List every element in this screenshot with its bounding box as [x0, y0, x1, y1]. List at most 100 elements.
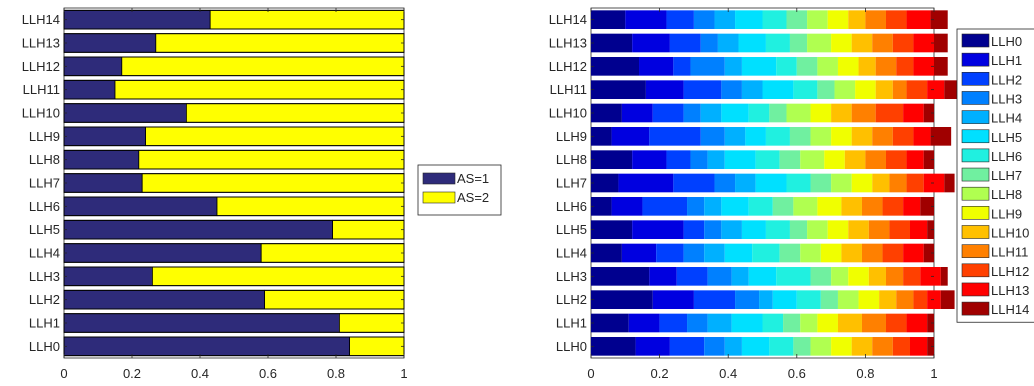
bar-segment-llh11-series-3: [683, 80, 722, 99]
bar-segment-llh12-series-10: [837, 57, 859, 76]
bar-segment-llh9-series-2: [611, 127, 650, 146]
bar-segment-llh8-series-6: [724, 150, 756, 169]
y-tick-label: LLH4: [29, 246, 60, 261]
x-tick-label: 0: [60, 366, 67, 381]
bar-segment-llh10-series-14: [903, 103, 924, 123]
bar-segment-llh10-series-13: [875, 103, 904, 123]
x-tick-label: 0.2: [123, 366, 141, 381]
bar-segment-llh0-series-12: [872, 337, 893, 356]
bar-segment-llh7-series-15: [944, 173, 955, 193]
legend-label: LLH14: [991, 302, 1029, 317]
bar-segment-llh2-series-12: [896, 290, 914, 309]
bar-segment-llh12-series-2: [639, 57, 674, 76]
bar-segment-llh2-series-2: [652, 290, 694, 309]
bar-segment-llh11-series-7: [793, 80, 818, 99]
bar-segment-llh14-series-2: [625, 10, 667, 30]
legend-label: LLH11: [991, 245, 1028, 260]
bar-segment-llh1-series-15: [927, 313, 934, 333]
bar-segment-llh6-series-12: [861, 197, 883, 216]
y-tick-label: LLH11: [550, 82, 587, 97]
bar-segment-llh9-series-14: [913, 127, 931, 146]
bar-segment-llh11-series-1: [63, 79, 116, 100]
bar-segment-llh0-series-7: [769, 337, 794, 356]
y-tick-label: LLH13: [549, 36, 587, 51]
bar-segment-llh2-series-2: [264, 289, 405, 310]
legend-label: LLH9: [991, 206, 1022, 221]
y-tick-label: LLH6: [556, 199, 587, 214]
bar-segment-llh6-series-11: [841, 197, 862, 216]
right-stacked-bar-chart: LLH0 LLH1 LLH2 LLH3 LLH4 LLH5 LLH6 LLH7 LLH8 LLH9…: [549, 7, 1034, 381]
y-tick-label: LLH5: [29, 222, 60, 237]
left-stacked-bar-chart: LLH0 LLH1 LLH2 LLH3 LLH4 LLH5 LLH6 LLH7 LLH8 LLH9…: [22, 7, 502, 381]
bar-segment-llh3-series-9: [831, 267, 849, 286]
bar-segment-llh9-series-10: [831, 127, 852, 146]
bar-segment-llh11-series-6: [762, 80, 794, 99]
bar-segment-llh11-series-5: [741, 80, 763, 99]
bar-segment-llh2-series-7: [796, 290, 821, 309]
x-tick-label: 0.6: [788, 366, 806, 381]
bar-segment-llh6-series-8: [772, 197, 794, 216]
bar-segment-llh8-series-7: [755, 150, 780, 169]
bar-segment-llh2-series-3: [693, 290, 736, 309]
y-tick-label: LLH3: [556, 269, 587, 284]
bar-segment-llh14-series-6: [735, 10, 763, 30]
legend-swatch: [961, 33, 990, 48]
bar-segment-llh13-series-13: [892, 33, 914, 53]
legend-label: AS=2: [457, 190, 489, 205]
bar-segment-llh10-series-4: [683, 103, 701, 123]
bar-segment-llh8-series-9: [800, 150, 825, 169]
bar-segment-llh7-series-9: [831, 173, 852, 193]
bar-segment-llh2-series-15: [940, 290, 955, 309]
bar-segment-llh7-series-5: [735, 173, 756, 193]
bar-segment-llh7-series-6: [755, 173, 787, 193]
bar-segment-llh6-series-10: [817, 197, 842, 216]
y-tick-label: LLH12: [549, 59, 587, 74]
bar-segment-llh5-series-10: [827, 220, 849, 239]
bar-segment-llh10-series-3: [652, 103, 684, 123]
bar-segment-llh4-series-5: [704, 243, 725, 263]
bar-segment-llh10-series-5: [700, 103, 722, 123]
bar-segment-llh5-series-1: [63, 219, 334, 240]
bar-segment-llh9-series-7: [765, 127, 790, 146]
bar-segment-llh9-series-15: [930, 127, 952, 146]
bar-segment-llh6-series-6: [721, 197, 749, 216]
bar-segment-llh13-series-12: [872, 33, 893, 53]
bar-segment-llh10-series-11: [831, 103, 852, 123]
legend-swatch: [961, 186, 990, 201]
bar-segment-llh14-series-12: [865, 10, 886, 30]
bar-segment-llh11-series-14: [927, 80, 945, 99]
bar-segment-llh7-series-11: [872, 173, 890, 193]
bar-segment-llh9-series-5: [724, 127, 746, 146]
bar-segment-llh6-series-9: [793, 197, 818, 216]
bar-segment-llh12-series-4: [690, 57, 725, 76]
bar-segment-llh0-series-9: [810, 337, 832, 356]
bar-segment-llh1-series-13: [885, 313, 907, 333]
bar-segment-llh5-series-9: [807, 220, 828, 239]
bar-segment-llh3-series-2: [151, 266, 405, 287]
bar-segment-llh2-series-4: [735, 290, 760, 309]
y-tick-label: LLH10: [549, 106, 587, 121]
bar-segment-llh4-series-2: [621, 243, 657, 263]
bar-segment-llh11-series-2: [645, 80, 684, 99]
bar-segment-llh2-series-1: [591, 290, 653, 309]
bar-segment-llh6-series-1: [591, 197, 612, 216]
bar-segment-llh4-series-4: [683, 243, 705, 263]
bar-segment-llh11-series-8: [817, 80, 835, 99]
bar-segment-llh10-series-6: [721, 103, 749, 123]
bar-segment-llh2-series-13: [913, 290, 928, 309]
bar-segment-llh1-series-7: [762, 313, 784, 333]
bar-segment-llh1-series-1: [63, 313, 340, 333]
bar-segment-llh4-series-11: [841, 243, 862, 263]
bar-segment-llh0-series-1: [63, 336, 351, 357]
bar-segment-llh4-series-1: [63, 243, 262, 263]
x-tick-label: 0.4: [191, 366, 209, 381]
legend-swatch: [961, 167, 990, 182]
bar-segment-llh13-series-2: [155, 33, 405, 53]
bar-segment-llh3-series-13: [903, 267, 921, 286]
y-tick-label: LLH12: [22, 59, 60, 74]
bar-segment-llh12-series-15: [934, 57, 948, 76]
bar-segment-llh6-series-4: [687, 197, 705, 216]
bar-segment-llh11-series-15: [944, 80, 959, 99]
bar-segment-llh8-series-2: [138, 149, 405, 170]
bar-segment-llh0-series-5: [724, 337, 742, 356]
